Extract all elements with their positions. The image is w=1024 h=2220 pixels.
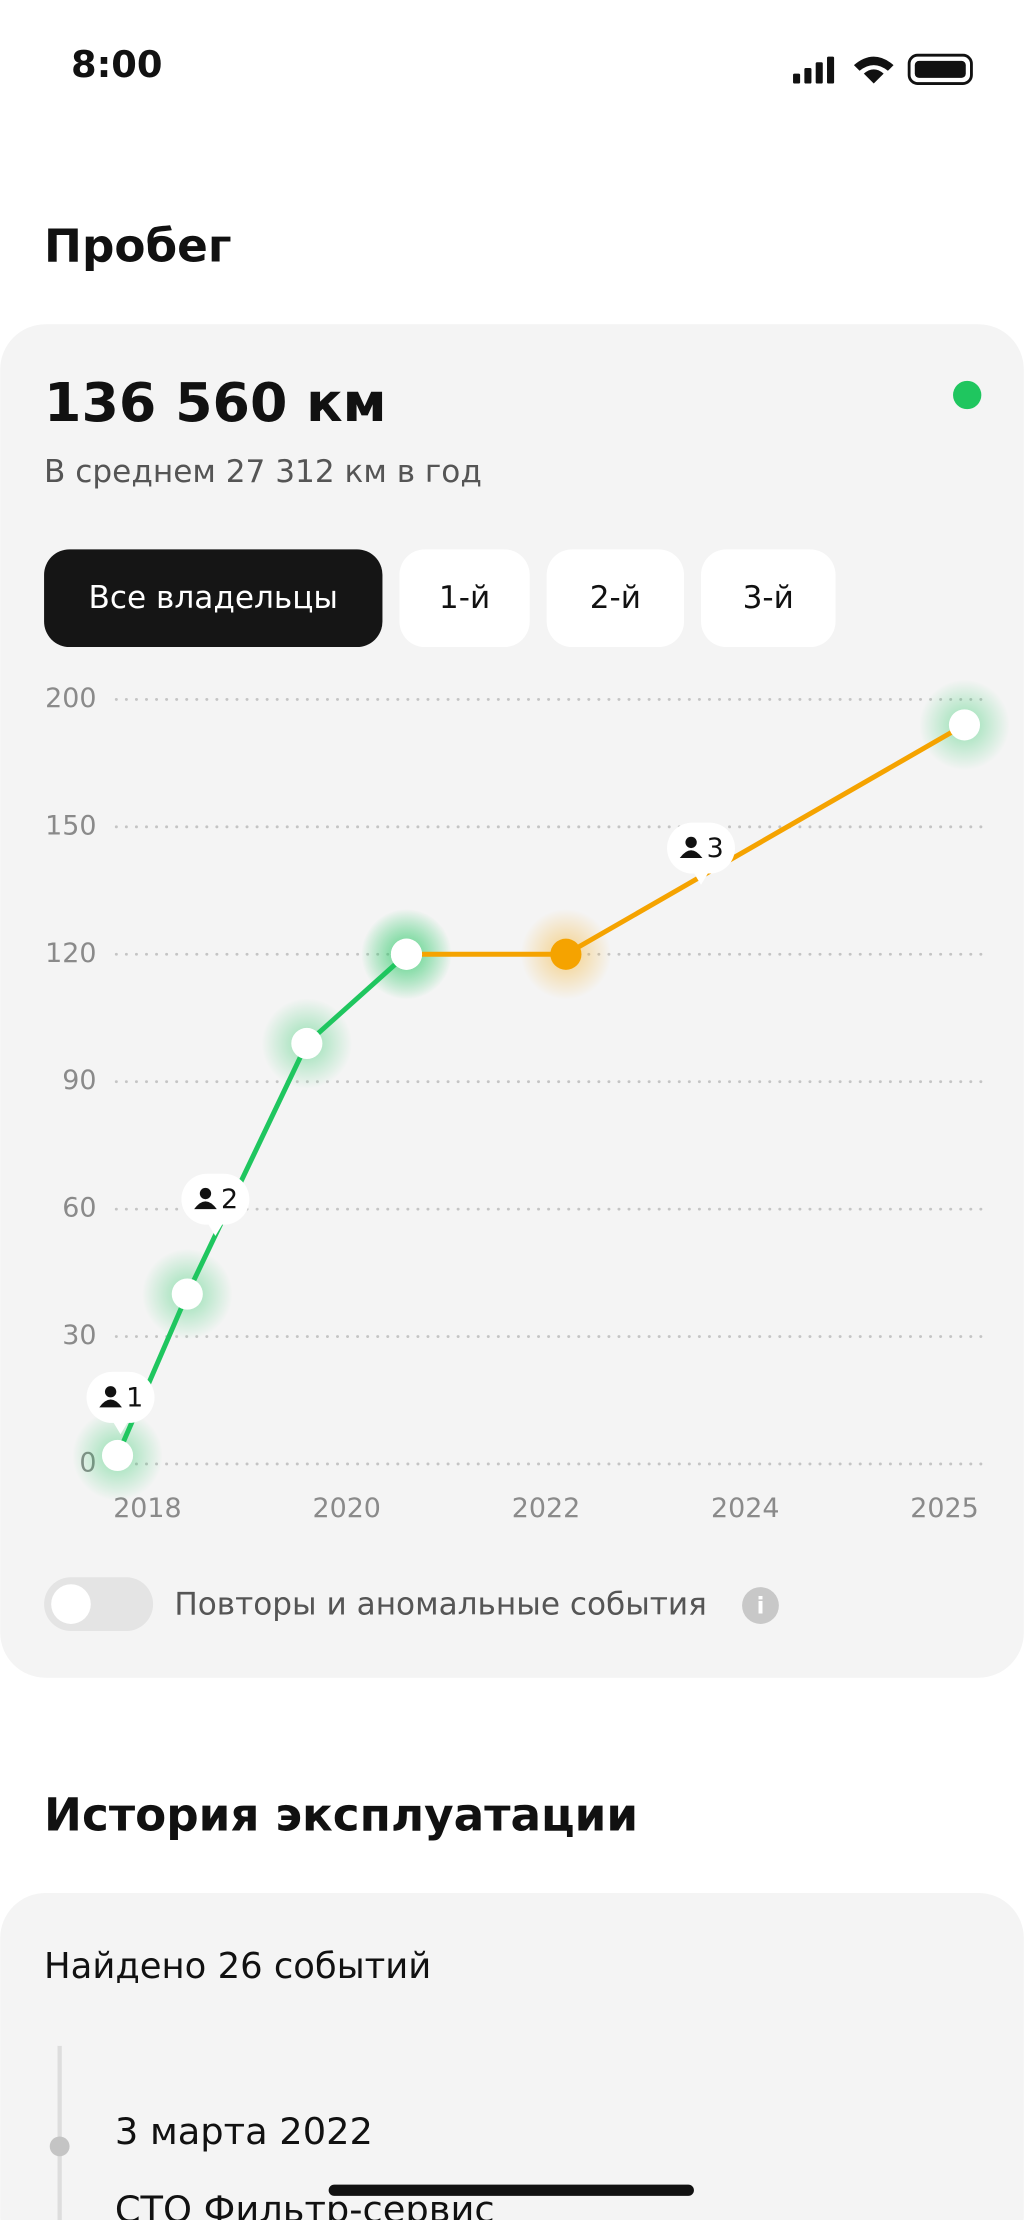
filter-button[interactable]: [701, 549, 836, 648]
point: [948, 709, 981, 741]
person-head: [104, 1386, 117, 1398]
badge-label: 2: [221, 1184, 238, 1215]
owner-badge: 1: [86, 1371, 155, 1435]
point: [171, 1278, 203, 1310]
timeline-dot: [49, 2136, 70, 2157]
person-body: [679, 850, 703, 858]
toggle-knob: [51, 1584, 91, 1624]
badge-pointer: [692, 870, 710, 885]
series-line: [115, 952, 409, 1457]
info-glyph: i: [757, 1593, 765, 1619]
badge-pointer: [206, 1221, 224, 1237]
x-tick-label: 2022: [512, 1493, 580, 1524]
point: [390, 938, 423, 970]
history-title: История эксплуатации: [44, 1788, 638, 1841]
x-tick-label: 2020: [312, 1493, 380, 1524]
home-indicator: [328, 2184, 694, 2196]
mileage-card: [0, 324, 1024, 1678]
x-tick-label: 2025: [910, 1493, 978, 1524]
person-head: [685, 836, 697, 849]
history-found: Найдено 26 событий: [44, 1946, 431, 1987]
x-tick-label: 2024: [711, 1493, 779, 1524]
filter-button[interactable]: [399, 549, 530, 648]
status-time: 8:00: [71, 43, 163, 86]
status-icons: [793, 53, 973, 85]
person-body: [99, 1399, 122, 1408]
y-tick-label: 90: [62, 1065, 96, 1096]
y-tick-label: 60: [62, 1193, 96, 1224]
owner-badge: 2: [181, 1173, 250, 1237]
badge-bg: [181, 1173, 250, 1225]
filter-button[interactable]: [44, 549, 383, 648]
y-tick-label: 150: [45, 810, 96, 841]
total-mileage: 136 560 км: [44, 371, 387, 434]
badge-label: 1: [126, 1382, 143, 1413]
y-tick-label: 200: [45, 683, 96, 714]
point: [101, 1439, 134, 1472]
badge-pointer: [112, 1420, 130, 1435]
event-date: 3 марта 2022: [115, 2110, 373, 2153]
filter-label: 3-й: [743, 580, 794, 616]
section-title: Пробег: [44, 220, 231, 273]
chart: 030609012015020020182020202220242025123: [45, 679, 1010, 1524]
filter-label: Все владельцы: [89, 580, 339, 616]
dots: [101, 709, 981, 1472]
owner-badge: 3: [667, 822, 735, 885]
status-dot: [953, 380, 982, 410]
average-mileage: В среднем 27 312 км в год: [44, 454, 482, 490]
point: [550, 938, 582, 970]
badge-label: 3: [707, 833, 724, 864]
plot: [72, 679, 1010, 1501]
filter-button[interactable]: [546, 549, 685, 648]
person-body: [194, 1201, 217, 1210]
person-head: [199, 1187, 212, 1200]
y-tick-label: 120: [45, 938, 96, 969]
filter-label: 1-й: [439, 580, 490, 616]
badge-bg: [86, 1371, 155, 1423]
point: [291, 1027, 323, 1060]
filter-label: 2-й: [590, 580, 641, 616]
info-icon[interactable]: [742, 1587, 779, 1624]
toggle-label: Повторы и аномальные события: [174, 1587, 707, 1623]
history-card: [0, 1892, 1024, 2220]
badge-bg: [667, 822, 735, 874]
y-tick-label: 30: [62, 1320, 96, 1351]
